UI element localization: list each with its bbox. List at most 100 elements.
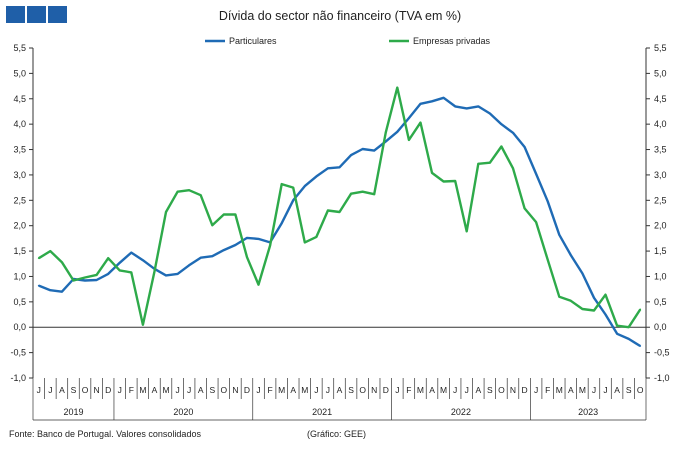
data-point <box>327 167 329 170</box>
y-axis-left: 5,5 5,0 4,5 4,0 3,5 3,0 2,5 2,0 1,5 1,0 0,5 0,0 -0,5… <box>10 43 33 383</box>
data-point <box>141 259 144 262</box>
y-tick-label-left: 1,0 <box>13 271 26 281</box>
data-point <box>569 299 572 302</box>
x-tick-label: M <box>162 385 169 395</box>
data-point <box>558 233 561 236</box>
data-point <box>130 271 133 274</box>
x-tick-label: F <box>406 385 411 395</box>
x-tick-label: O <box>637 385 644 395</box>
data-point <box>49 289 52 292</box>
data-point <box>246 256 248 259</box>
x-tick-label: D <box>383 385 389 395</box>
data-point <box>61 290 63 293</box>
data-point <box>118 261 121 264</box>
data-point <box>546 200 549 203</box>
x-tick-label: S <box>487 385 493 395</box>
data-point <box>373 193 376 196</box>
y-tick-label-right: 2,5 <box>654 195 667 205</box>
legend-label-particulares: Particulares <box>229 36 277 46</box>
y-tick-label-left: 5,5 <box>13 43 26 53</box>
chart-credit: (Gráfico: GEE) <box>307 429 367 439</box>
data-point <box>176 190 179 193</box>
data-point <box>269 244 272 247</box>
data-point <box>327 209 329 212</box>
data-point <box>523 146 526 148</box>
data-point <box>512 167 514 170</box>
x-tick-label: D <box>105 385 111 395</box>
y-tick-label-left: 3,5 <box>13 145 26 155</box>
x-tick-label: J <box>314 385 318 395</box>
data-point <box>407 117 410 119</box>
y-tick-label-left: 4,5 <box>13 94 26 104</box>
x-tick-label: S <box>209 385 215 395</box>
x-tick-label: N <box>510 385 516 395</box>
data-point <box>396 86 399 89</box>
data-point <box>569 254 572 257</box>
data-point <box>153 270 156 273</box>
data-point <box>84 276 86 279</box>
data-point <box>222 249 225 251</box>
y-tick-label-left: 0,5 <box>13 297 26 307</box>
y-tick-label-left: 5,0 <box>13 68 26 78</box>
x-tick-label: M <box>301 385 308 395</box>
x-tick-label: M <box>417 385 424 395</box>
data-point <box>95 279 98 281</box>
y-tick-label-left: 0,0 <box>13 322 26 332</box>
data-point <box>581 272 584 275</box>
y-tick-label-right: 3,5 <box>654 145 667 155</box>
data-point <box>639 345 642 347</box>
x-tick-label: F <box>268 385 273 395</box>
x-tick-label: D <box>521 385 527 395</box>
y-tick-label-left: -0,5 <box>10 348 26 358</box>
x-tick-label: F <box>545 385 550 395</box>
data-point <box>280 222 283 225</box>
x-tick-label: A <box>568 385 574 395</box>
x-tick-label: J <box>187 385 191 395</box>
data-point <box>303 185 306 187</box>
data-point <box>558 295 561 298</box>
data-point <box>280 183 283 185</box>
series-group <box>37 86 642 348</box>
x-tick-label: J <box>326 385 330 395</box>
data-point <box>419 102 422 105</box>
data-point <box>165 274 167 277</box>
data-point <box>500 145 503 148</box>
data-point <box>257 283 260 286</box>
data-point <box>604 313 607 316</box>
x-tick-label: A <box>614 385 620 395</box>
data-point <box>442 180 445 183</box>
source-note: Fonte: Banco de Portugal. Valores consol… <box>9 429 201 439</box>
data-point <box>37 257 40 260</box>
y-tick-label-left: 4,0 <box>13 119 26 129</box>
data-point <box>546 258 549 261</box>
data-point <box>292 186 295 189</box>
x-tick-label: J <box>592 385 596 395</box>
data-point <box>465 107 468 110</box>
x-year-label: 2021 <box>312 407 332 417</box>
data-point <box>188 189 191 192</box>
data-point <box>315 235 318 238</box>
y-tick-label-right: 2,0 <box>654 221 667 231</box>
data-point <box>338 211 341 213</box>
y-tick-label-right: 0,5 <box>654 297 667 307</box>
y-tick-label-left: 3,0 <box>13 170 26 180</box>
data-point <box>338 166 341 169</box>
data-point <box>118 269 121 272</box>
data-point <box>234 244 237 246</box>
x-year-label: 2019 <box>63 407 83 417</box>
x-tick-label: J <box>465 385 469 395</box>
gee-logo <box>6 6 67 23</box>
data-point <box>535 173 538 175</box>
legend-label-empresas-privadas: Empresas privadas <box>413 36 491 46</box>
data-point <box>373 149 376 152</box>
y-tick-label-right: 3,0 <box>654 170 667 180</box>
x-tick-label: O <box>82 385 89 395</box>
data-point <box>454 105 457 108</box>
x-tick-label: S <box>626 385 632 395</box>
data-point <box>384 131 387 134</box>
x-tick-label: O <box>498 385 505 395</box>
data-point <box>292 199 295 202</box>
x-tick-label: A <box>475 385 481 395</box>
x-tick-label: M <box>440 385 447 395</box>
x-tick-label: J <box>534 385 538 395</box>
